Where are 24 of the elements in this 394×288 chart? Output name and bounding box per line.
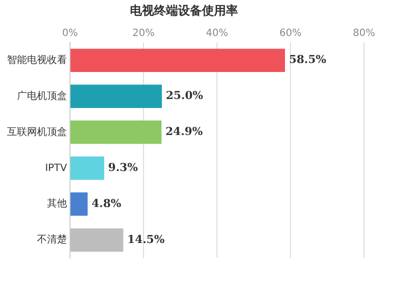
x-tick-label: 0% (62, 28, 78, 39)
data-label: 25.0% (166, 89, 204, 102)
x-tick-label: 40% (206, 28, 228, 39)
data-label: 9.3% (108, 161, 138, 174)
bar (70, 192, 88, 216)
y-tick-label: 其他 (47, 198, 67, 210)
y-tick-label: 不清楚 (37, 234, 67, 246)
y-tick-label: IPTV (45, 162, 68, 174)
bar (70, 48, 285, 72)
bar (70, 84, 162, 108)
y-tick-label: 广电机顶盒 (17, 90, 67, 102)
bar (70, 120, 162, 144)
bar (70, 156, 104, 180)
chart-title: 电视终端设备使用率 (130, 3, 238, 18)
y-tick-label: 互联网机顶盒 (7, 126, 67, 138)
data-label: 4.8% (92, 196, 122, 210)
x-tick-label: 80% (352, 28, 376, 39)
x-tick-label: 20% (132, 28, 155, 39)
data-label: 24.9% (166, 125, 204, 138)
data-label: 58.5% (288, 53, 327, 66)
y-tick-label: 智能电视收看 (7, 54, 67, 66)
data-label: 14.5% (127, 232, 166, 246)
x-tick-label: 60% (279, 28, 302, 39)
bar (70, 228, 124, 252)
